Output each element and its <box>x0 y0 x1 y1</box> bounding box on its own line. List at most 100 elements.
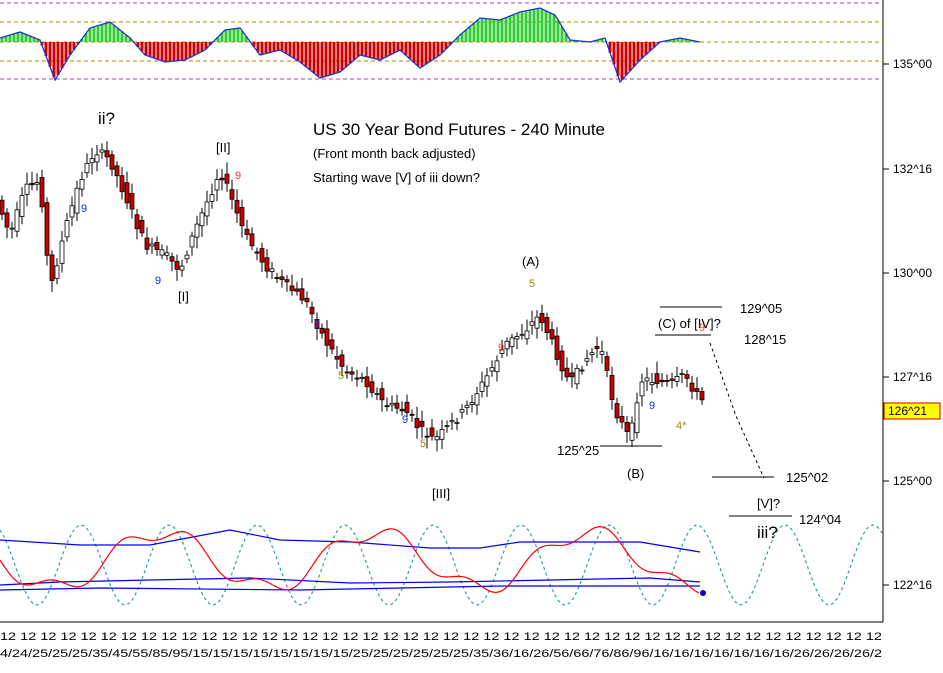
histogram-bar <box>236 28 240 42</box>
histogram-bar <box>136 42 140 48</box>
candle-body <box>94 154 100 163</box>
histogram-bar <box>272 42 276 52</box>
histogram-bar <box>184 42 188 60</box>
candle-body <box>349 371 355 375</box>
histogram-bar <box>620 42 624 80</box>
y-tick-label: 135^00 <box>893 57 932 71</box>
candle-body <box>274 277 280 279</box>
candle-body <box>139 219 145 234</box>
projection-dashed-line <box>709 342 765 479</box>
histogram-bar <box>460 33 464 42</box>
candle-body <box>459 409 465 413</box>
histogram-bar <box>436 42 440 57</box>
candle-body <box>439 429 445 440</box>
candle-body <box>434 436 440 441</box>
candle-body <box>534 316 540 329</box>
candle-body <box>0 199 5 215</box>
count-marker: 9 <box>81 203 87 215</box>
candle-body <box>329 339 335 350</box>
histogram-bar <box>228 29 232 42</box>
candle-body <box>504 340 510 350</box>
candle-body <box>264 257 270 272</box>
candle-body <box>229 189 235 200</box>
histogram-bar <box>516 12 520 43</box>
histogram-bar <box>312 42 316 74</box>
count-marker: 9 <box>314 318 320 330</box>
candle-body <box>54 265 60 279</box>
wave-label: [V]? <box>757 496 780 511</box>
candle-body <box>74 187 80 214</box>
candle-body <box>524 330 530 340</box>
candle-body <box>304 297 310 303</box>
candle-body <box>249 233 255 247</box>
histogram-bar <box>428 42 432 62</box>
histogram-bar <box>644 42 648 55</box>
current-price-label: 126^21 <box>888 404 927 418</box>
candle-body <box>159 249 165 256</box>
candle-body <box>144 237 150 250</box>
histogram-bar <box>372 42 376 59</box>
histogram-bar <box>368 42 372 58</box>
oscillator-main-line <box>0 526 700 594</box>
histogram-bar <box>204 42 208 49</box>
candle-body <box>284 279 290 283</box>
histogram-bar <box>400 42 404 52</box>
histogram-bar <box>240 30 244 42</box>
histogram-bar <box>156 42 160 60</box>
candle-body <box>699 391 705 401</box>
candle-body <box>189 235 195 248</box>
candle-body <box>499 349 505 354</box>
candle-body <box>199 212 205 227</box>
histogram-bar <box>332 42 336 74</box>
chart-title: US 30 Year Bond Futures - 240 Minute <box>313 120 605 139</box>
wave-label: [III] <box>432 486 450 501</box>
price-level-label: 125^02 <box>786 470 828 485</box>
chart-subtitle: (Front month back adjusted) <box>313 146 476 161</box>
histogram-bar <box>464 29 468 42</box>
histogram-bar <box>484 18 488 42</box>
histogram-bar <box>508 16 512 42</box>
count-marker: 4* <box>676 420 687 432</box>
histogram-bar <box>444 42 448 49</box>
histogram-bar <box>520 11 524 42</box>
candle-body <box>114 165 120 177</box>
histogram-bar <box>268 42 272 53</box>
histogram-bar <box>260 42 264 55</box>
candle-body <box>399 408 405 412</box>
candle-body <box>309 306 315 315</box>
candle-body <box>669 378 675 381</box>
histogram-bar <box>80 38 84 42</box>
histogram-bar <box>328 42 332 75</box>
candle-body <box>29 182 35 186</box>
count-marker: 9 <box>235 170 241 182</box>
histogram-bar <box>4 36 8 42</box>
candle-body <box>619 416 625 423</box>
histogram-bar <box>676 38 680 42</box>
histogram-bar <box>532 9 536 42</box>
y-tick-label: 130^00 <box>893 266 932 280</box>
candle-body <box>319 327 325 334</box>
candle-body <box>394 402 400 409</box>
candle-body <box>629 422 635 441</box>
candle-body <box>384 405 390 408</box>
histogram-bar <box>172 42 176 62</box>
candle-body <box>579 369 585 372</box>
histogram-bar <box>104 23 108 42</box>
y-tick-label: 127^16 <box>893 370 932 384</box>
histogram-bar <box>8 35 12 42</box>
candle-body <box>109 154 115 170</box>
candle-body <box>19 195 25 217</box>
histogram-bar <box>68 42 72 55</box>
histogram-bar <box>112 25 116 42</box>
histogram-bar <box>164 42 168 62</box>
candle-body <box>609 375 615 400</box>
price-panel <box>0 141 705 452</box>
candle-body <box>584 358 590 362</box>
candle-body <box>79 178 85 190</box>
oscillator-band-line <box>0 585 700 591</box>
histogram-bar <box>528 10 532 42</box>
histogram-bar <box>116 28 120 42</box>
histogram-bar <box>36 39 40 42</box>
candle-body <box>404 401 410 413</box>
histogram-bar <box>124 34 128 42</box>
